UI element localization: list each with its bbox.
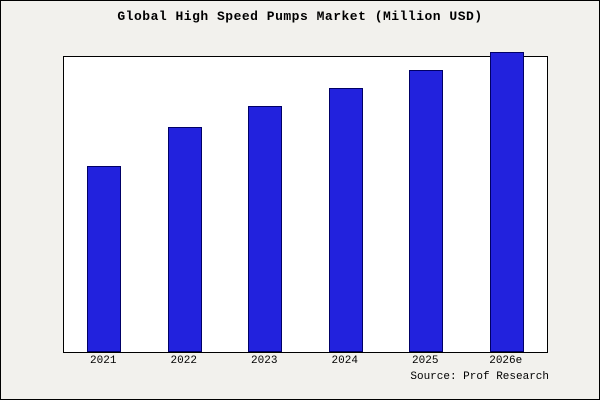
bar (167, 127, 202, 352)
bar-slot (408, 57, 444, 352)
chart-title: Global High Speed Pumps Market (Million … (117, 9, 483, 24)
bar (489, 52, 524, 352)
x-axis-tick-label: 2021 (90, 355, 117, 367)
x-axis-tick-label: 2023 (251, 355, 278, 367)
x-axis-tick-label: 2024 (331, 355, 358, 367)
bar-slot (328, 57, 364, 352)
x-axis-tick-label: 2025 (412, 355, 439, 367)
bar-slot (86, 57, 122, 352)
bar (328, 88, 363, 352)
x-axis-tick-label: 2022 (170, 355, 197, 367)
bar (87, 166, 122, 352)
source-attribution: Source: Prof Research (410, 371, 549, 383)
bar-slot (489, 52, 525, 352)
bar-series (64, 52, 547, 352)
bar (409, 70, 444, 352)
bar-slot (247, 57, 283, 352)
x-axis-tick-label: 2026e (489, 355, 523, 367)
bar (248, 106, 283, 352)
plot-area (63, 52, 548, 353)
bar-slot (167, 57, 203, 352)
x-axis-labels: 2021 2022 2023 2024 2025 2026e (63, 355, 546, 367)
